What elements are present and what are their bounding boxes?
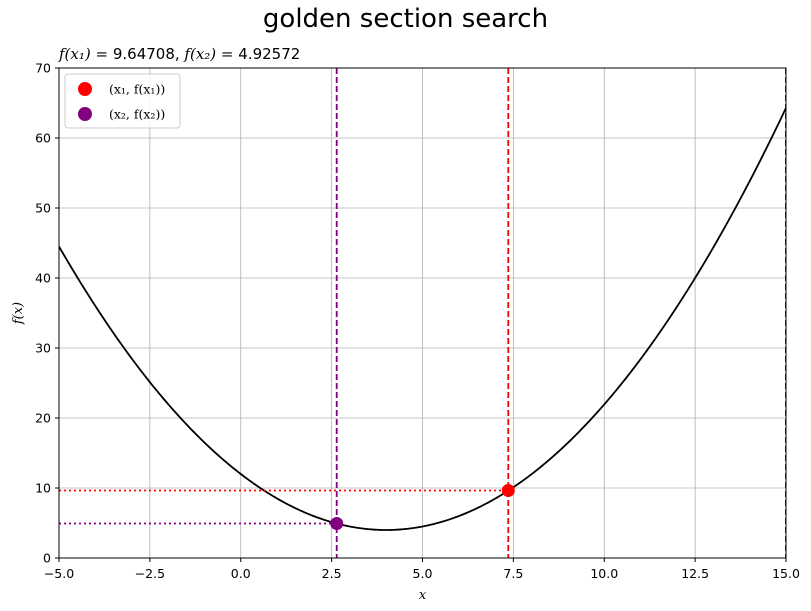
subtitle-separator: , — [174, 45, 185, 63]
x-tick-label: −5.0 — [44, 566, 74, 581]
x-tick-label: 7.5 — [503, 566, 523, 581]
x-axis-label: x — [419, 588, 427, 603]
x-tick-label: 12.5 — [681, 566, 709, 581]
x-tick-label: 10.0 — [590, 566, 618, 581]
x-tick-label: 0.0 — [231, 566, 251, 581]
chart-suptitle: golden section search — [262, 4, 549, 34]
legend-marker-x2 — [78, 107, 92, 121]
y-tick-label: 30 — [35, 341, 51, 356]
y-tick-label: 10 — [35, 481, 51, 496]
y-tick-label: 60 — [35, 131, 51, 146]
function-curve — [59, 107, 786, 531]
legend: (x₁, f(x₁)) (x₂, f(x₂)) — [64, 73, 181, 129]
x-tick-label: 15.0 — [772, 566, 800, 581]
subtitle-fx1-value: 9.64708 — [112, 45, 175, 63]
legend-box — [64, 73, 181, 129]
subtitle-fx1-label: f(x₁) = — [59, 45, 113, 63]
y-tick-label: 40 — [35, 271, 51, 286]
plot-area — [59, 68, 786, 558]
legend-label-x2: (x₂, f(x₂)) — [109, 107, 165, 122]
x-tick-label: 5.0 — [413, 566, 433, 581]
x-tick-label: 2.5 — [322, 566, 342, 581]
legend-marker-x1 — [78, 82, 92, 96]
subtitle-fx2-label: f(x₂) = — [184, 45, 239, 63]
chart-subtitle: f(x₁) = 9.64708, f(x₂) = 4.92572 — [59, 45, 300, 63]
point-x2 — [330, 517, 344, 531]
y-tick-label: 70 — [35, 61, 51, 76]
x-tick-label: −2.5 — [135, 566, 165, 581]
point-x1 — [501, 483, 515, 497]
legend-label-x1: (x₁, f(x₁)) — [109, 82, 165, 97]
y-tick-label: 0 — [43, 551, 51, 566]
y-axis-label: f(x) — [11, 302, 26, 325]
subtitle-fx2-value: 4.92572 — [238, 45, 301, 63]
y-tick-label: 20 — [35, 411, 51, 426]
y-tick-label: 50 — [35, 201, 51, 216]
